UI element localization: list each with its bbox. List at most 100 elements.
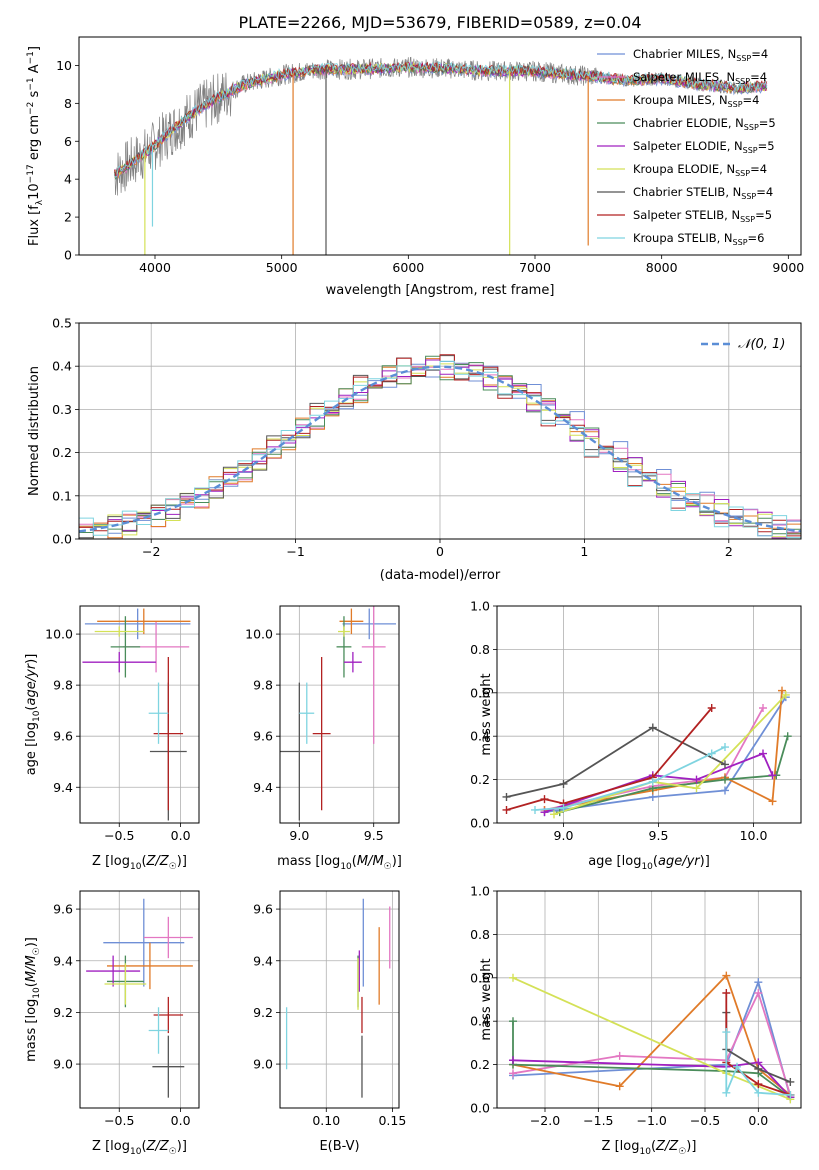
weight-marker — [721, 743, 729, 752]
x-tick-label: −2.0 — [530, 1113, 560, 1128]
age_vs_Z-xlabel: Z [log10(Z/Z☉)] — [92, 854, 187, 872]
y-tick-label: 0.4 — [470, 729, 490, 744]
mass_vs_Z-points — [86, 898, 193, 1098]
weight-marker — [783, 732, 792, 741]
weight-line — [506, 726, 726, 798]
weight_vs_age-frame — [496, 605, 802, 824]
x-tick-label: 4000 — [139, 260, 171, 275]
y-tick-label: 0.4 — [52, 359, 72, 374]
y-tick-label: 9.8 — [53, 678, 73, 693]
y-tick-label: 0.2 — [52, 445, 72, 460]
weight-marker — [722, 1028, 731, 1037]
y-tick-label: 0.0 — [52, 532, 72, 547]
weight-marker — [509, 973, 517, 982]
x-tick-label: 0.0 — [748, 1113, 768, 1128]
weight-marker — [754, 1080, 763, 1089]
y-tick-label: 1.0 — [470, 599, 490, 614]
y-tick-label: 6 — [64, 134, 72, 149]
x-tick-label: −0.5 — [104, 1113, 134, 1128]
age_vs_mass-frame — [279, 605, 400, 824]
weight-marker — [759, 703, 767, 712]
age_vs_mass-xlabel: mass [log10(M/M☉)] — [277, 854, 402, 872]
weight-marker — [733, 1062, 741, 1071]
weight-marker — [721, 786, 729, 795]
x-tick-label: 0.15 — [378, 1113, 406, 1128]
y-tick-label: 0.8 — [470, 927, 490, 942]
weight-marker — [778, 686, 786, 695]
y-tick-label: 0.3 — [52, 402, 72, 417]
x-tick-label: 7000 — [519, 260, 551, 275]
weight-marker — [509, 1056, 517, 1065]
mass_vs_EBV-frame — [279, 890, 400, 1109]
mass_vs_Z-xlabel: Z [log10(Z/Z☉)] — [92, 1139, 187, 1157]
weight-line — [512, 1059, 791, 1098]
weight_vs_age-xlabel: age [log10(age/yr)] — [588, 854, 710, 872]
y-tick-label: 9.0 — [253, 1057, 273, 1072]
y-tick-label: 0.6 — [470, 970, 490, 985]
x-tick-label: 0 — [436, 544, 444, 559]
figure-title: PLATE=2266, MJD=53679, FIBERID=0589, z=0… — [238, 13, 641, 32]
weight-marker — [722, 988, 731, 997]
x-tick-label: −1 — [286, 544, 304, 559]
y-tick-label: 0 — [64, 248, 72, 263]
y-tick-label: 0.0 — [470, 1101, 490, 1116]
y-tick-label: 0.5 — [52, 316, 72, 331]
age_vs_Z-frame — [79, 605, 200, 824]
y-tick-label: 9.6 — [253, 902, 273, 917]
weight-line — [544, 696, 787, 813]
legend-entry: Kroupa STELIB, NSSP=6 — [633, 231, 764, 247]
weight-marker — [509, 1017, 517, 1026]
y-tick-label: 9.8 — [253, 678, 273, 693]
y-tick-label: 9.6 — [53, 902, 73, 917]
age_vs_Z-points — [82, 608, 191, 821]
y-tick-label: 9.2 — [253, 1005, 273, 1020]
weight_vs_Z-ylabel: mass weight — [479, 958, 494, 1040]
spectrum-frame — [78, 36, 802, 256]
x-tick-label: 9.5 — [649, 828, 669, 843]
weight-marker — [707, 749, 716, 758]
residual-histograms — [79, 354, 801, 539]
x-tick-label: 2 — [725, 544, 733, 559]
weight-line — [544, 690, 783, 811]
weight_vs_Z-frame — [496, 890, 802, 1109]
weight-marker — [721, 775, 729, 784]
residuals-axes: −2 −1 0 1 2 0.0 0.1 0.2 0.3 0.4 0.5 — [52, 316, 801, 559]
y-tick-label: 4 — [64, 172, 72, 187]
x-tick-label: −0.5 — [104, 828, 134, 843]
weight-marker — [754, 988, 763, 997]
weight-marker — [768, 797, 777, 806]
weight_vs_Z-lines — [509, 971, 795, 1104]
residuals-xlabel: (data-model)/error — [380, 568, 501, 583]
y-tick-label: 9.4 — [53, 780, 73, 795]
mass_vs_EBV-axes: 0.10 0.15 9.0 9.2 9.4 9.6 — [253, 891, 406, 1128]
y-tick-label: 9.4 — [253, 953, 273, 968]
weight-marker — [786, 1077, 795, 1086]
x-tick-label: 9000 — [772, 260, 804, 275]
mass_vs_EBV-xlabel: E(B-V) — [319, 1139, 359, 1154]
x-tick-label: 1 — [580, 544, 588, 559]
weight-marker — [615, 1051, 624, 1060]
weight_vs_Z-xlabel: Z [log10(Z/Z☉)] — [602, 1139, 697, 1157]
mass_vs_Z-ylabel: mass [log10(M/M☉)] — [24, 937, 42, 1062]
y-tick-label: 9.6 — [53, 729, 73, 744]
x-tick-label: 8000 — [646, 260, 678, 275]
mass_vs_EBV-points — [285, 898, 391, 1098]
weight-line — [544, 707, 764, 811]
y-tick-label: 0.6 — [470, 685, 490, 700]
weight-marker — [509, 1069, 517, 1078]
y-tick-label: 10.0 — [245, 627, 273, 642]
y-tick-label: 9.2 — [53, 1005, 73, 1020]
y-tick-label: 9.0 — [53, 1057, 73, 1072]
weight-marker — [722, 971, 731, 980]
mass_vs_Z-frame — [79, 890, 200, 1109]
x-tick-label: 0.0 — [171, 828, 191, 843]
weight-marker — [531, 805, 539, 814]
x-tick-label: −0.5 — [690, 1113, 720, 1128]
weight-marker — [615, 1082, 624, 1091]
x-tick-label: 9.0 — [554, 828, 574, 843]
weight-marker — [707, 703, 716, 712]
weight-marker — [768, 771, 777, 780]
residuals-frame — [78, 322, 802, 540]
weight-marker — [754, 1088, 763, 1097]
